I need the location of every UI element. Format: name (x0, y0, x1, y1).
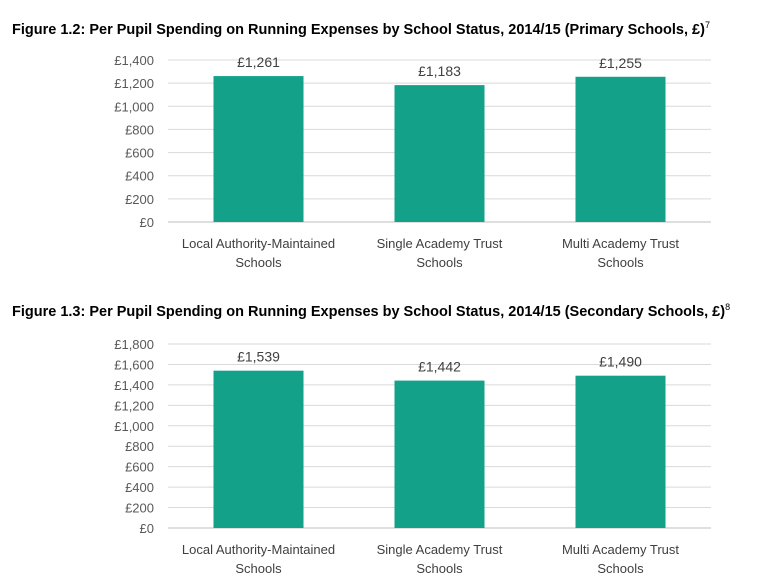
primary-y-tick-label: £800 (125, 122, 154, 137)
primary-category-label: Multi Academy Trust (562, 236, 679, 251)
primary-category-label: Schools (597, 255, 644, 270)
secondary-data-label: £1,539 (237, 349, 280, 365)
primary-category-label: Single Academy Trust (377, 236, 503, 251)
secondary-y-tick-label: £600 (125, 460, 154, 475)
primary-y-tick-label: £400 (125, 169, 154, 184)
primary-data-label: £1,183 (418, 63, 461, 79)
secondary-y-tick-label: £1,600 (114, 357, 154, 372)
figure-1-3-title: Figure 1.3: Per Pupil Spending on Runnin… (12, 302, 730, 320)
primary-bar (213, 76, 304, 222)
figure-1-2-title: Figure 1.2: Per Pupil Spending on Runnin… (12, 20, 710, 38)
secondary-y-tick-label: £1,800 (114, 337, 154, 352)
secondary-category-label: Local Authority-Maintained (182, 542, 335, 557)
secondary-data-label: £1,442 (418, 359, 461, 375)
primary-category-label: Schools (416, 255, 463, 270)
primary-data-label: £1,255 (599, 55, 642, 71)
secondary-category-label: Multi Academy Trust (562, 542, 679, 557)
secondary-category-label: Schools (597, 561, 644, 576)
primary-y-tick-label: £1,200 (114, 76, 154, 91)
secondary-y-tick-label: £1,200 (114, 398, 154, 413)
secondary-category-label: Schools (416, 561, 463, 576)
primary-category-label: Schools (235, 255, 282, 270)
primary-y-tick-label: £1,000 (114, 99, 154, 114)
figure-1-2-title-text: Figure 1.2: Per Pupil Spending on Runnin… (12, 21, 705, 38)
primary-data-label: £1,261 (237, 54, 280, 70)
secondary-schools-bar-chart: £0 £200 £400 £600 £800 £1,000 £1,200 £1,400 £1,6… (114, 337, 711, 576)
figure-1-2-footnote: 7 (704, 20, 710, 30)
secondary-bar (575, 375, 666, 528)
primary-y-tick-label: £1,400 (114, 53, 154, 68)
secondary-data-label: £1,490 (599, 354, 642, 370)
figure-1-3-title-text: Figure 1.3: Per Pupil Spending on Runnin… (12, 303, 726, 320)
secondary-bar (213, 370, 304, 528)
primary-y-tick-label: £600 (125, 146, 154, 161)
secondary-y-tick-label: £1,400 (114, 378, 154, 393)
secondary-y-tick-label: £0 (140, 521, 154, 536)
secondary-category-label: Single Academy Trust (377, 542, 503, 557)
primary-bar (575, 76, 666, 223)
primary-schools-bar-chart: £0 £200 £400 £600 £800 £1,000 £1,200 £1,400 £1,2… (114, 53, 711, 270)
secondary-y-tick-label: £400 (125, 480, 154, 495)
figure-1-3-footnote: 8 (725, 302, 731, 312)
secondary-y-tick-label: £800 (125, 439, 154, 454)
secondary-y-tick-label: £200 (125, 501, 154, 516)
primary-bar (394, 85, 485, 222)
secondary-bar (394, 380, 485, 528)
primary-y-tick-label: £0 (140, 215, 154, 230)
secondary-category-label: Schools (235, 561, 282, 576)
primary-category-label: Local Authority-Maintained (182, 236, 335, 251)
primary-y-tick-label: £200 (125, 192, 154, 207)
secondary-y-tick-label: £1,000 (114, 419, 154, 434)
